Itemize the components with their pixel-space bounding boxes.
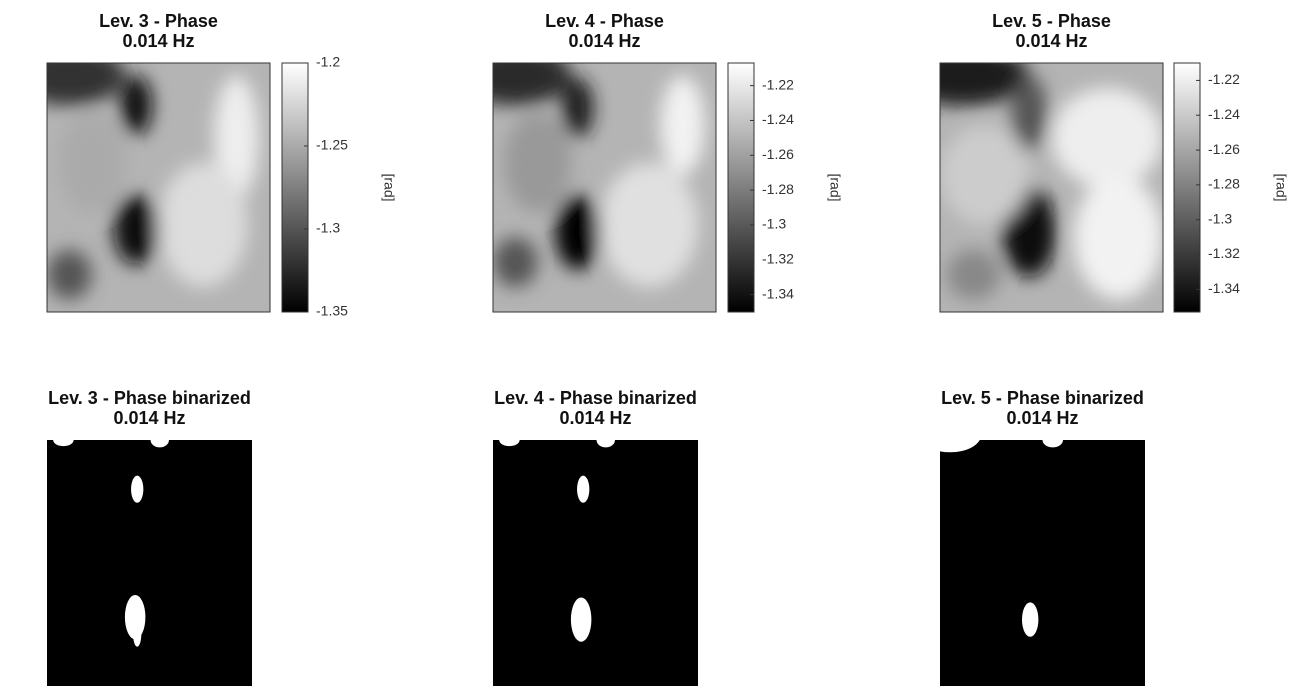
image-region	[158, 162, 248, 288]
image-region	[493, 63, 572, 106]
image-region	[940, 440, 980, 453]
colorbar-tick-label: -1.24	[1208, 106, 1240, 122]
panel-title: Lev. 4 - Phase	[545, 11, 664, 31]
image-frame	[939, 62, 1164, 313]
colorbar-tick-label: -1.32	[762, 250, 794, 266]
image-region	[596, 440, 615, 448]
colorbar-tick-label: -1.3	[1208, 210, 1232, 226]
image-frame	[46, 62, 271, 313]
panel-subtitle: 0.014 Hz	[122, 31, 194, 51]
image-texture	[940, 63, 1163, 300]
panel-subtitle: 0.014 Hz	[559, 408, 631, 428]
image-region	[1051, 87, 1163, 188]
colorbar-label: [rad]	[827, 173, 843, 201]
image	[940, 63, 1163, 312]
image-region	[570, 597, 592, 642]
image-background	[47, 440, 252, 686]
image-region	[562, 77, 594, 138]
image	[940, 440, 1145, 686]
colorbar-tick-label: -1.3	[316, 220, 340, 236]
image	[493, 63, 716, 312]
image	[493, 440, 698, 686]
image-region	[47, 63, 126, 106]
image-region	[940, 125, 1030, 225]
image-region	[577, 475, 590, 503]
image-region	[131, 475, 144, 503]
colorbar-tick-label: -1.28	[1208, 176, 1240, 192]
colorbar-tick-label: -1.26	[762, 146, 794, 162]
colorbar-tick-label: -1.34	[1208, 280, 1240, 296]
image-region	[555, 194, 601, 270]
image-region	[660, 75, 705, 176]
colorbar-tick-label: -1.32	[1208, 245, 1240, 261]
image	[47, 440, 252, 686]
panel-subtitle: 0.014 Hz	[113, 408, 185, 428]
image-region	[493, 237, 538, 288]
image	[47, 63, 270, 312]
image-region	[58, 112, 126, 213]
colorbar-tick-label: -1.25	[316, 137, 348, 153]
image-region	[1021, 602, 1039, 637]
image-region	[113, 194, 159, 265]
image-region	[946, 249, 1001, 300]
colorbar-tick-label: -1.34	[762, 285, 794, 301]
colorbar	[727, 62, 755, 313]
image-region	[53, 440, 74, 447]
image-region	[1011, 75, 1048, 151]
colorbar-label: [rad]	[1273, 173, 1289, 201]
colorbar-tick-label: -1.28	[762, 181, 794, 197]
colorbar-tick-label: -1.24	[762, 111, 794, 127]
colorbar-label: [rad]	[381, 173, 397, 201]
panel-title: Lev. 4 - Phase binarized	[494, 388, 697, 408]
image-texture	[47, 63, 259, 300]
panel-subtitle: 0.014 Hz	[1015, 31, 1087, 51]
colorbar-tick-label: -1.26	[1208, 141, 1240, 157]
colorbar	[1173, 62, 1201, 313]
image-background	[493, 440, 698, 686]
image-texture	[493, 63, 705, 288]
colorbar	[281, 62, 309, 313]
image-region	[133, 622, 142, 647]
image-region	[150, 440, 169, 448]
image-region	[214, 75, 259, 200]
colorbar-tick-label: -1.35	[316, 303, 348, 319]
image-region	[600, 162, 699, 288]
panel-title: Lev. 5 - Phase	[992, 11, 1111, 31]
image-region	[940, 63, 1030, 106]
image-region	[120, 75, 152, 136]
image-frame	[492, 62, 717, 313]
colorbar-tick-label: -1.3	[762, 216, 786, 232]
panel-subtitle: 0.014 Hz	[568, 31, 640, 51]
image-region	[47, 249, 92, 300]
image-region	[1073, 175, 1163, 300]
image-region	[504, 112, 572, 213]
panel-title: Lev. 5 - Phase binarized	[941, 388, 1144, 408]
panel-title: Lev. 3 - Phase binarized	[48, 388, 251, 408]
colorbar-tick-label: -1.22	[1208, 71, 1240, 87]
panel-title: Lev. 3 - Phase	[99, 11, 218, 31]
colorbar-tick-label: -1.2	[316, 54, 340, 70]
colorbar-tick-label: -1.22	[762, 76, 794, 92]
image-region	[1042, 440, 1063, 448]
panel-subtitle: 0.014 Hz	[1006, 408, 1078, 428]
image-background	[940, 440, 1145, 686]
image-region	[499, 440, 520, 447]
